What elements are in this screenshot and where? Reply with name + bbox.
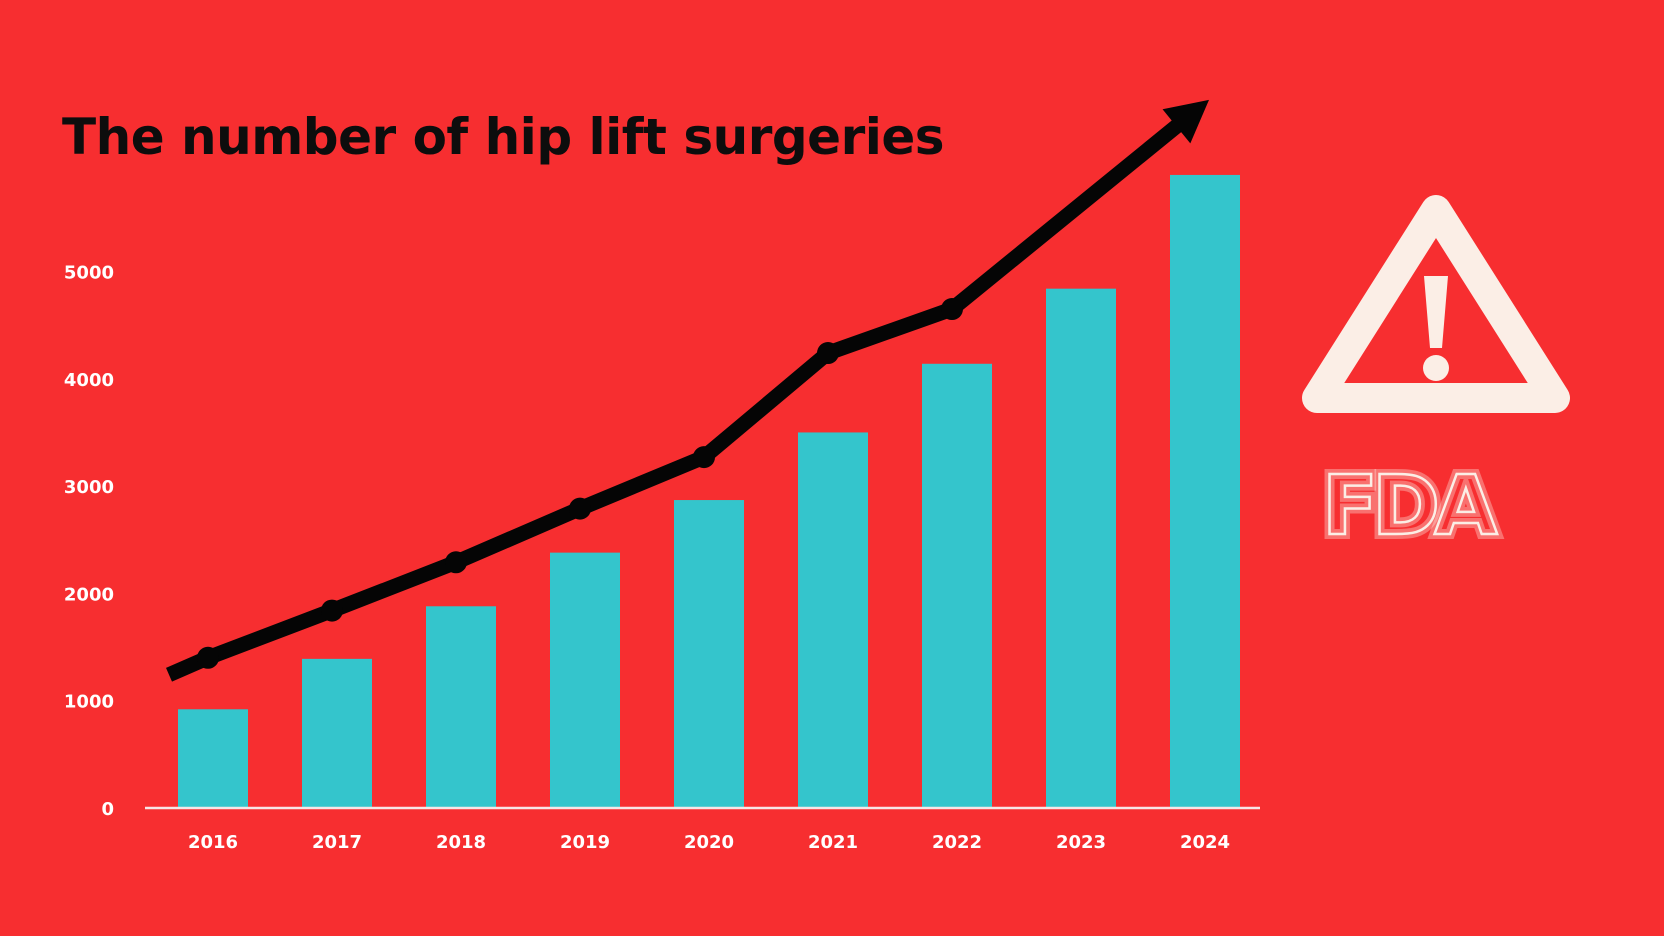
y-tick-label: 4000: [64, 370, 114, 391]
x-tick-label: 2018: [436, 832, 486, 853]
y-tick-label: 0: [101, 799, 114, 820]
y-tick-label: 1000: [64, 692, 114, 713]
trend-point: [197, 646, 219, 669]
y-tick-label: 3000: [64, 477, 114, 498]
x-tick-label: 2021: [808, 832, 858, 853]
x-tick-label: 2017: [312, 832, 362, 853]
trend-point: [569, 497, 591, 520]
trend-point: [445, 551, 467, 574]
trend-point: [941, 298, 963, 321]
x-tick-label: 2019: [560, 832, 610, 853]
x-tick-label: 2020: [684, 832, 734, 853]
bar: [798, 432, 868, 808]
x-tick-label: 2023: [1056, 832, 1106, 853]
fda-logo-text: FDA: [1322, 468, 1498, 542]
y-tick-label: 5000: [64, 263, 114, 284]
bar: [302, 658, 372, 808]
chart-title: The number of hip lift surgeries: [62, 108, 945, 166]
fda-logo: FDA FDA: [1320, 468, 1509, 542]
bar: [674, 500, 744, 808]
bar: [922, 363, 992, 808]
bars: [178, 174, 1240, 809]
warning-triangle-icon: [1302, 195, 1570, 413]
trend-point: [817, 342, 839, 365]
bar: [1046, 288, 1116, 809]
y-axis-ticks: 0 1000 2000 3000 4000 5000: [64, 263, 114, 821]
x-tick-label: 2024: [1180, 832, 1230, 853]
trend-arrow-head: [1162, 99, 1209, 144]
x-tick-label: 2022: [932, 832, 982, 853]
svg-text:FDA: FDA: [1322, 468, 1498, 542]
trend-point: [693, 446, 715, 469]
x-tick-label: 2016: [188, 832, 238, 853]
y-tick-label: 2000: [64, 584, 114, 605]
trend-point: [321, 599, 343, 622]
bar: [178, 709, 248, 808]
bar: [1170, 174, 1240, 808]
x-axis-ticks: 2016 2017 2018 2019 2020 2021 2022 2023 2024: [188, 832, 1230, 853]
bar: [426, 606, 496, 808]
trend-line: [166, 99, 1209, 682]
bar: [550, 552, 620, 808]
